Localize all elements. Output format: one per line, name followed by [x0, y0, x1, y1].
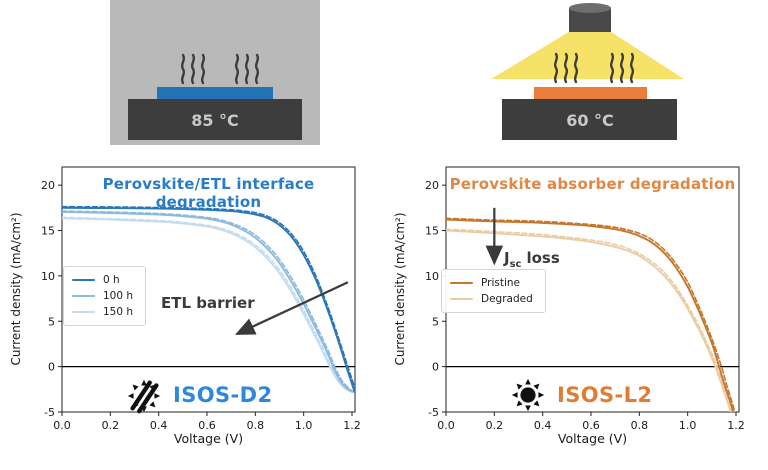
legend-label: Pristine — [481, 277, 521, 289]
y-tick-label: 0 — [48, 361, 55, 374]
annotation-etl-barrier: ETL barrier — [161, 294, 255, 312]
hotplate — [502, 99, 677, 140]
heat-waves-icon — [553, 52, 635, 84]
temperature-label: 60 °C — [566, 111, 614, 130]
legend-line-sample — [72, 295, 95, 297]
y-tick-label: 20 — [425, 179, 439, 192]
temperature-label: 85 °C — [191, 111, 239, 130]
series-0 h — [62, 206, 355, 393]
x-tick-label: 0.0 — [53, 419, 71, 432]
series-100 h (dashed) — [62, 210, 355, 393]
legend-item: 150 h — [72, 304, 133, 320]
x-tick-label: 0.2 — [486, 419, 504, 432]
y-tick-label: 15 — [41, 225, 55, 238]
legend-item: Degraded — [450, 291, 533, 307]
legend-label: Degraded — [481, 293, 533, 305]
x-tick-label: 0.2 — [102, 419, 120, 432]
series-150 h (dashed) — [62, 216, 353, 392]
annotation-jsc-loss: Jsc loss — [504, 249, 560, 270]
x-tick-label: 0.4 — [150, 419, 168, 432]
isos-badge-label: ISOS-L2 — [557, 383, 653, 407]
hotplate — [128, 99, 302, 140]
x-tick-label: 0.6 — [582, 419, 600, 432]
y-tick-label: 20 — [41, 179, 55, 192]
x-axis-label: Voltage (V) — [173, 431, 244, 446]
y-tick-label: 5 — [48, 315, 55, 328]
legend-label: 0 h — [103, 274, 120, 286]
legend-line-sample — [72, 311, 95, 313]
legend-item: 0 h — [72, 272, 133, 288]
x-tick-label: 1.0 — [679, 419, 697, 432]
solar-cell-sample-orange — [534, 87, 647, 99]
legend-line-sample — [72, 279, 95, 281]
plot-canvas: 0.0 0.2 0.4 0.6 0.8 1.0 1.2 -5 0 5 10 15 20 — [41, 166, 361, 432]
y-tick-label: 5 — [432, 315, 439, 328]
series-Pristine — [446, 218, 735, 412]
crossed-sun-icon — [127, 379, 161, 414]
chart-title: Perovskite/ETL interface degradation — [102, 175, 315, 211]
series-Degraded (dashed) — [446, 228, 733, 412]
x-tick-label: 0.0 — [437, 419, 455, 432]
dark-heat-diagram: 85 °C — [110, 0, 320, 145]
light-cone — [491, 30, 684, 79]
light-soak-diagram: 60 °C — [491, 3, 684, 140]
x-tick-label: 0.6 — [198, 419, 216, 432]
legend-label: 150 h — [103, 306, 134, 318]
legend-label: 100 h — [103, 290, 134, 302]
y-tick-label: 0 — [432, 361, 439, 374]
y-tick-label: -5 — [428, 406, 439, 419]
sun-icon — [511, 378, 545, 412]
y-tick-label: 10 — [425, 270, 439, 283]
isos-l2-badge: ISOS-L2 — [509, 376, 652, 414]
y-tick-label: 15 — [425, 225, 439, 238]
series-150 h — [62, 217, 353, 393]
solar-cell-sample-blue — [157, 87, 273, 99]
heat-waves-icon — [180, 53, 260, 85]
legend: 0 h 100 h 150 h — [63, 266, 147, 326]
x-tick-label: 0.8 — [631, 419, 649, 432]
x-tick-label: 1.2 — [343, 419, 361, 432]
x-tick-label: 0.8 — [247, 419, 265, 432]
isos-d2-badge: ISOS-D2 — [125, 376, 272, 414]
plot-canvas: 0.0 0.2 0.4 0.6 0.8 1.0 1.2 -5 0 5 10 15 20 — [425, 166, 745, 432]
y-axis-label: Current density (mA/cm²) — [9, 212, 23, 366]
x-tick-label: 1.0 — [295, 419, 313, 432]
annotation-arrow — [234, 281, 349, 335]
legend: Pristine Degraded — [441, 269, 546, 313]
y-tick-label: 10 — [41, 270, 55, 283]
isos-badge-label: ISOS-D2 — [173, 383, 273, 407]
plot-border — [61, 166, 356, 413]
series-100 h — [62, 210, 355, 393]
legend-line-sample — [450, 298, 473, 300]
legend-line-sample — [450, 282, 473, 284]
x-axis-label: Voltage (V) — [557, 431, 628, 446]
x-tick-label: 1.2 — [727, 419, 745, 432]
y-axis-label: Current density (mA/cm²) — [393, 212, 407, 366]
series-Pristine (dashed) — [446, 217, 736, 412]
x-tick-label: 0.4 — [534, 419, 552, 432]
lamp-top — [569, 3, 611, 13]
jv-chart-light-soak: 0.0 0.2 0.4 0.6 0.8 1.0 1.2 -5 0 5 10 15 20 Perovski… — [384, 150, 768, 470]
chart-title: Perovskite absorber degradation — [449, 175, 736, 193]
legend-item: Pristine — [450, 275, 533, 291]
series-0 h (dashed) — [62, 205, 355, 391]
series-Degraded — [446, 229, 732, 412]
legend-item: 100 h — [72, 288, 133, 304]
y-tick-label: -5 — [44, 406, 55, 419]
jv-chart-dark-storage: 0.0 0.2 0.4 0.6 0.8 1.0 1.2 -5 0 5 10 15 20 Perovski… — [0, 150, 384, 470]
